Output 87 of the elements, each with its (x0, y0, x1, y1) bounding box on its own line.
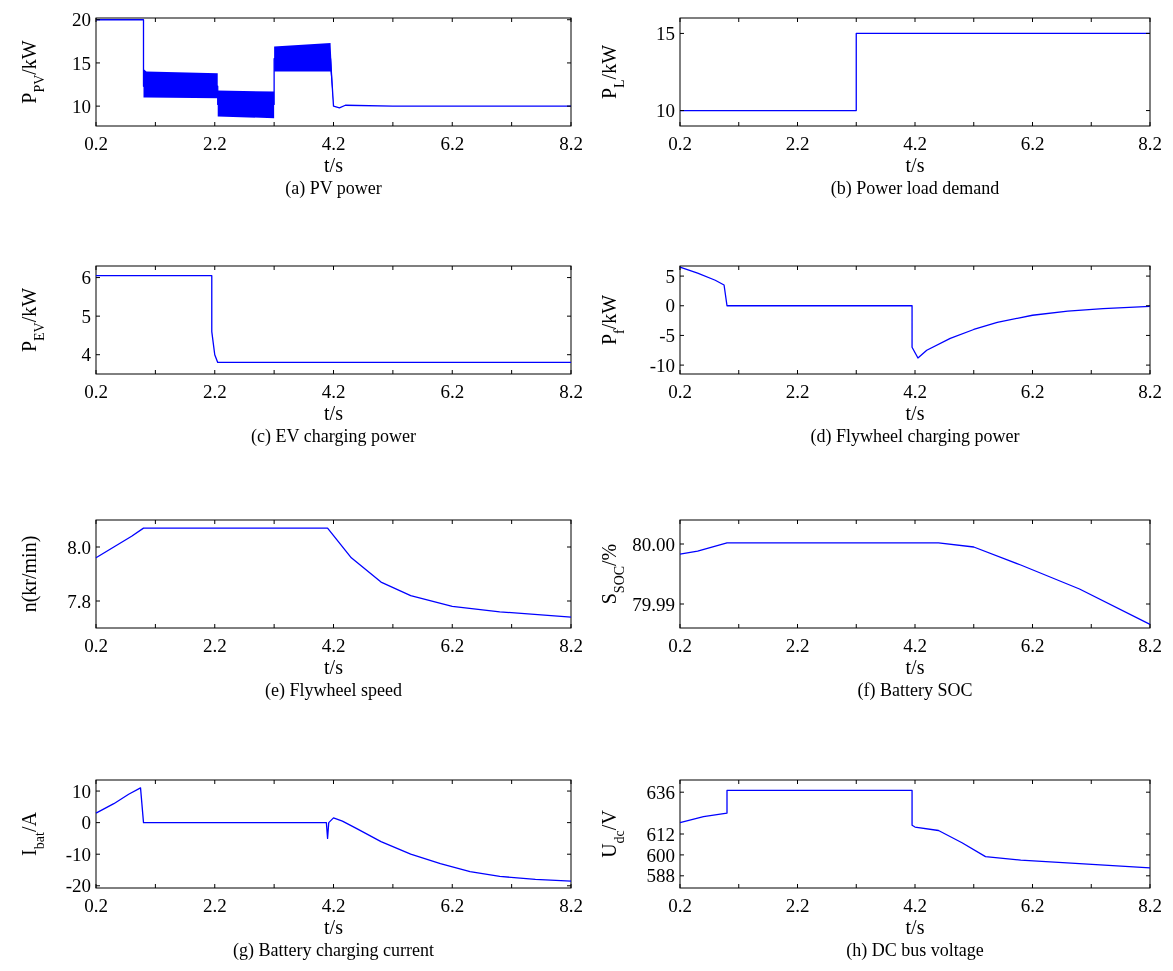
y-tick-label: 6 (81, 267, 91, 289)
x-tick-label: 8.2 (1138, 133, 1162, 154)
text: (d) Flywheel charging power (810, 426, 1020, 447)
x-tick-label: 2.2 (785, 895, 810, 916)
x-tick-label: 6.2 (440, 381, 465, 402)
x-axis-title: t/s (905, 656, 925, 678)
x-tick-label: 6.2 (440, 895, 465, 916)
x-axis-title: t/s (905, 916, 925, 938)
x-tick-label: 4.2 (321, 381, 346, 402)
x-tick-label: 6.2 (440, 133, 465, 154)
text: (c) EV charging power (251, 426, 416, 447)
x-axis-title: t/s (324, 154, 344, 176)
x-tick-label: 2.2 (202, 895, 227, 916)
x-tick-label: 8.2 (559, 381, 583, 402)
y-tick-label: 10 (72, 95, 91, 117)
text: (a) PV power (285, 178, 382, 199)
x-tick-label: 2.2 (785, 635, 810, 656)
x-tick-label: 2.2 (785, 381, 810, 402)
y-tick-label: -10 (649, 354, 675, 376)
x-tick-label: 4.2 (321, 133, 346, 154)
y-tick-label: 15 (656, 23, 675, 45)
text: (h) DC bus voltage (846, 940, 984, 961)
y-tick-label: -10 (65, 843, 91, 865)
y-tick-label: 80.00 (632, 533, 675, 555)
x-tick-label: 8.2 (559, 895, 583, 916)
x-tick-label: 8.2 (1138, 381, 1162, 402)
x-axis-title: t/s (905, 402, 925, 424)
y-axis-title: n(kr/min) (18, 535, 41, 613)
y-tick-label: 20 (72, 9, 91, 31)
line-series (95, 527, 572, 618)
x-tick-label: 2.2 (785, 133, 810, 154)
y-tick-label: 588 (646, 865, 675, 887)
y-tick-label: 5 (81, 305, 91, 327)
line-series (679, 789, 1151, 869)
x-tick-label: 2.2 (202, 133, 227, 154)
line-series (679, 266, 1151, 359)
x-axis-title: t/s (324, 402, 344, 424)
y-tick-label: 600 (646, 844, 675, 866)
line-series (95, 274, 572, 364)
x-tick-label: 6.2 (1020, 895, 1045, 916)
x-tick-label: 4.2 (903, 635, 927, 656)
line-series (95, 787, 572, 882)
x-tick-label: 2.2 (202, 381, 227, 402)
y-tick-label: 0 (81, 812, 91, 834)
x-tick-label: 4.2 (321, 635, 346, 656)
x-tick-label: 0.2 (84, 635, 108, 656)
y-tick-label: 0 (665, 295, 675, 317)
x-tick-label: 8.2 (1138, 895, 1162, 916)
x-tick-label: 2.2 (202, 635, 227, 656)
x-tick-label: 0.2 (84, 895, 108, 916)
y-tick-label: 10 (72, 780, 91, 802)
x-tick-label: 4.2 (903, 133, 927, 154)
x-axis-title: t/s (905, 154, 925, 176)
text: (f) Battery SOC (857, 680, 973, 701)
x-axis-title: t/s (324, 656, 344, 678)
line-series (679, 542, 1151, 626)
y-tick-label: 79.99 (632, 593, 675, 615)
y-tick-label: 10 (656, 100, 675, 122)
y-tick-label: 636 (646, 781, 675, 803)
x-tick-label: 4.2 (903, 381, 927, 402)
y-tick-label: 8.0 (67, 536, 91, 558)
x-tick-label: 8.2 (559, 635, 583, 656)
text: (b) Power load demand (830, 178, 1000, 199)
y-tick-label: 612 (646, 823, 675, 845)
x-tick-label: 0.2 (84, 133, 108, 154)
y-tick-label: 15 (72, 52, 91, 74)
x-tick-label: 4.2 (321, 895, 346, 916)
text: (g) Battery charging current (232, 940, 435, 961)
x-tick-label: 8.2 (559, 133, 583, 154)
x-tick-label: 0.2 (668, 635, 692, 656)
x-tick-label: 0.2 (668, 895, 692, 916)
x-tick-label: 6.2 (440, 635, 465, 656)
x-tick-label: 0.2 (84, 381, 108, 402)
y-tick-label: 7.8 (67, 590, 91, 612)
x-tick-label: 6.2 (1020, 133, 1045, 154)
y-tick-label: 5 (665, 265, 675, 287)
x-axis-title: t/s (324, 916, 344, 938)
x-tick-label: 6.2 (1020, 635, 1045, 656)
y-tick-label: 4 (81, 344, 92, 366)
y-tick-label: -5 (659, 325, 675, 347)
x-tick-label: 0.2 (668, 133, 692, 154)
x-tick-label: 4.2 (903, 895, 927, 916)
y-tick-label: -20 (65, 875, 91, 897)
x-tick-label: 6.2 (1020, 381, 1045, 402)
x-tick-label: 8.2 (1138, 635, 1162, 656)
text: (e) Flywheel speed (265, 680, 402, 701)
x-tick-label: 0.2 (668, 381, 692, 402)
